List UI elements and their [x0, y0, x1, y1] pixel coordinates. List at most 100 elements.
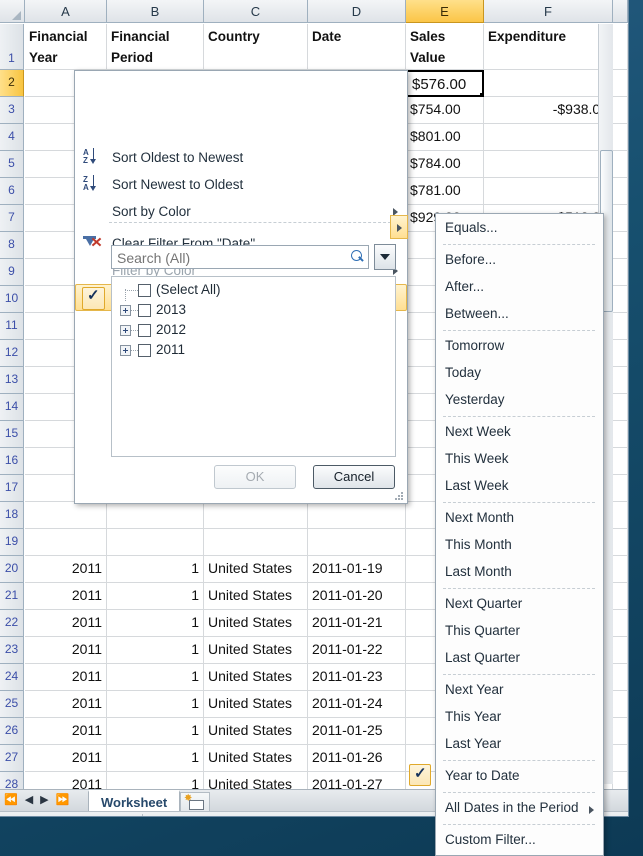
cell-r10-c6[interactable] — [613, 286, 628, 313]
data-year-24[interactable]: 2011 — [25, 664, 107, 691]
sheet-tab-worksheet[interactable]: Worksheet — [88, 790, 181, 812]
date-filter-this-quarter[interactable]: This Quarter — [437, 618, 604, 645]
column-header-c[interactable]: C — [204, 0, 308, 23]
cell-r14-c6[interactable] — [613, 394, 628, 421]
cell-r4-c5[interactable] — [484, 124, 613, 151]
row-header-1[interactable]: 1 — [0, 24, 24, 70]
next-sheet-icon[interactable]: ▶ — [40, 794, 49, 806]
filter-checkbox[interactable] — [138, 324, 151, 337]
cell-r2-c5[interactable] — [484, 70, 613, 97]
row-header-25[interactable]: 25 — [0, 691, 24, 718]
date-filter-today[interactable]: Today — [437, 360, 604, 387]
cell-r19-c6[interactable] — [613, 529, 628, 556]
date-filter-next-month[interactable]: Next Month — [437, 505, 604, 532]
date-filter-this-week[interactable]: This Week — [437, 446, 604, 473]
column-header-b[interactable]: B — [107, 0, 204, 23]
cell-r18-c6[interactable] — [613, 502, 628, 529]
cell-r27-c6[interactable] — [613, 745, 628, 772]
cancel-button[interactable]: Cancel — [313, 465, 395, 489]
date-filter-next-quarter[interactable]: Next Quarter — [437, 591, 604, 618]
cell-r16-c6[interactable] — [613, 448, 628, 475]
row-header-6[interactable]: 6 — [0, 178, 24, 205]
data-period-23[interactable]: 1 — [107, 637, 204, 664]
ok-button[interactable]: OK — [214, 465, 296, 489]
data-sales-value-4[interactable]: $801.00 — [406, 124, 484, 151]
date-filter-last-week[interactable]: Last Week — [437, 473, 604, 500]
cell-r6-c6[interactable] — [613, 178, 628, 205]
data-period-26[interactable]: 1 — [107, 718, 204, 745]
filter-checkbox[interactable] — [138, 304, 151, 317]
table-header-4[interactable]: Sales Value — [406, 24, 484, 70]
expand-icon[interactable] — [120, 345, 131, 356]
row-header-4[interactable]: 4 — [0, 124, 24, 151]
row-header-15[interactable]: 15 — [0, 421, 24, 448]
data-date-25[interactable]: 2011-01-24 — [308, 691, 406, 718]
date-filter-before[interactable]: Before... — [437, 247, 604, 274]
menu-item-sort-by-color[interactable]: Sort by Color — [76, 198, 408, 225]
row-header-16[interactable]: 16 — [0, 448, 24, 475]
cell-r3-c6[interactable] — [613, 97, 628, 124]
data-year-21[interactable]: 2011 — [25, 583, 107, 610]
data-period-22[interactable]: 1 — [107, 610, 204, 637]
data-date-21[interactable]: 2011-01-20 — [308, 583, 406, 610]
prev-sheet-icon[interactable]: ◀ — [24, 794, 34, 806]
date-filter-last-month[interactable]: Last Month — [437, 559, 604, 586]
date-filter-custom-filter[interactable]: Custom Filter... — [437, 827, 604, 854]
cell-r19-c1[interactable] — [107, 529, 204, 556]
date-filter-next-year[interactable]: Next Year — [437, 677, 604, 704]
date-filter-last-quarter[interactable]: Last Quarter — [437, 645, 604, 672]
filter-search-box[interactable] — [111, 245, 369, 269]
cell-r7-c6[interactable] — [613, 205, 628, 232]
data-sales-value-3[interactable]: $754.00 — [406, 97, 484, 124]
cell-r18-c0[interactable] — [25, 502, 107, 529]
cell-r21-c6[interactable] — [613, 583, 628, 610]
column-header-e[interactable]: E — [406, 0, 484, 23]
expand-icon[interactable] — [120, 325, 131, 336]
table-header-3[interactable]: Date — [308, 24, 406, 70]
table-header-0[interactable]: Financial Year — [25, 24, 107, 70]
row-header-21[interactable]: 21 — [0, 583, 24, 610]
data-year-23[interactable]: 2011 — [25, 637, 107, 664]
table-header-2[interactable]: Country — [204, 24, 308, 70]
cell-r15-c6[interactable] — [613, 421, 628, 448]
cell-r22-c6[interactable] — [613, 610, 628, 637]
date-filter-yesterday[interactable]: Yesterday — [437, 387, 604, 414]
insert-worksheet-icon[interactable] — [180, 792, 210, 813]
filter-checkbox[interactable] — [138, 344, 151, 357]
data-period-24[interactable]: 1 — [107, 664, 204, 691]
date-filter-next-week[interactable]: Next Week — [437, 419, 604, 446]
data-date-24[interactable]: 2011-01-23 — [308, 664, 406, 691]
data-year-27[interactable]: 2011 — [25, 745, 107, 772]
cell-r8-c6[interactable] — [613, 232, 628, 259]
column-header-a[interactable]: A — [25, 0, 107, 23]
data-country-23[interactable]: United States — [204, 637, 308, 664]
date-filter-equals[interactable]: Equals... — [437, 215, 604, 242]
data-sales-value-5[interactable]: $784.00 — [406, 151, 484, 178]
cell-r19-c2[interactable] — [204, 529, 308, 556]
data-country-24[interactable]: United States — [204, 664, 308, 691]
first-sheet-icon[interactable]: ⏪ — [4, 794, 18, 806]
cell-r23-c6[interactable] — [613, 637, 628, 664]
cell-r20-c6[interactable] — [613, 556, 628, 583]
date-filter-year-to-date[interactable]: Year to Date — [437, 763, 604, 790]
row-header-12[interactable]: 12 — [0, 340, 24, 367]
cell-r9-c6[interactable] — [613, 259, 628, 286]
expand-icon[interactable] — [120, 305, 131, 316]
data-country-20[interactable]: United States — [204, 556, 308, 583]
sheet-nav-buttons[interactable]: ⏪ ◀ ▶ ⏩ — [4, 793, 69, 807]
row-header-3[interactable]: 3 — [0, 97, 24, 124]
row-header-9[interactable]: 9 — [0, 259, 24, 286]
row-header-23[interactable]: 23 — [0, 637, 24, 664]
table-header-blank[interactable] — [613, 24, 628, 70]
data-date-20[interactable]: 2011-01-19 — [308, 556, 406, 583]
row-header-13[interactable]: 13 — [0, 367, 24, 394]
cell-r18-c1[interactable] — [107, 502, 204, 529]
column-header-g[interactable] — [613, 0, 628, 23]
data-date-22[interactable]: 2011-01-21 — [308, 610, 406, 637]
data-date-26[interactable]: 2011-01-25 — [308, 718, 406, 745]
row-header-10[interactable]: 10 — [0, 286, 24, 313]
row-header-5[interactable]: 5 — [0, 151, 24, 178]
data-period-21[interactable]: 1 — [107, 583, 204, 610]
select-all-corner[interactable] — [0, 0, 25, 23]
data-date-23[interactable]: 2011-01-22 — [308, 637, 406, 664]
